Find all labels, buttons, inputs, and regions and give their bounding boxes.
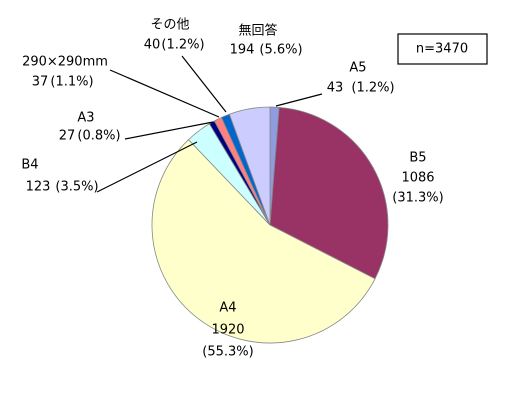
value-label: 37 <box>32 75 49 90</box>
percent-label: (1.2%) <box>161 38 204 53</box>
annotation: n=3470 <box>416 42 468 57</box>
slice-label: B4 <box>21 158 38 173</box>
percent-label: (55.3%) <box>202 345 253 360</box>
slice-label: A4 <box>219 301 236 316</box>
pie-slice <box>228 106 271 226</box>
slice-label: 290×290mm <box>22 55 108 70</box>
pie-slice <box>269 106 389 280</box>
leader-line <box>109 69 220 118</box>
value-label: 1086 <box>401 171 434 186</box>
slice-label: その他 <box>150 18 189 33</box>
leader-line <box>124 121 214 140</box>
value-label: 1920 <box>211 323 244 338</box>
percent-label: (1.2%) <box>351 81 394 96</box>
percent-label: (31.3%) <box>392 191 443 206</box>
slice-label: 無回答 <box>238 23 277 39</box>
leader-line <box>96 141 198 193</box>
percent-label: (3.5%) <box>55 180 98 195</box>
slice-label: B5 <box>409 151 426 166</box>
value-label: 40 <box>144 38 161 53</box>
value-label: 43 <box>327 81 344 96</box>
leader-line <box>275 93 323 107</box>
value-label: 194 <box>230 43 255 58</box>
percent-label: (1.1%) <box>50 75 93 90</box>
percent-label: (0.8%) <box>77 129 120 144</box>
leader-line <box>181 55 227 113</box>
value-label: 27 <box>59 129 76 144</box>
percent-label: (5.6%) <box>259 43 302 58</box>
annotation-box <box>397 33 488 65</box>
value-label: 123 <box>26 180 51 195</box>
slice-label: A3 <box>77 111 94 126</box>
slice-label: A5 <box>349 61 366 76</box>
pie-slice <box>151 139 376 344</box>
